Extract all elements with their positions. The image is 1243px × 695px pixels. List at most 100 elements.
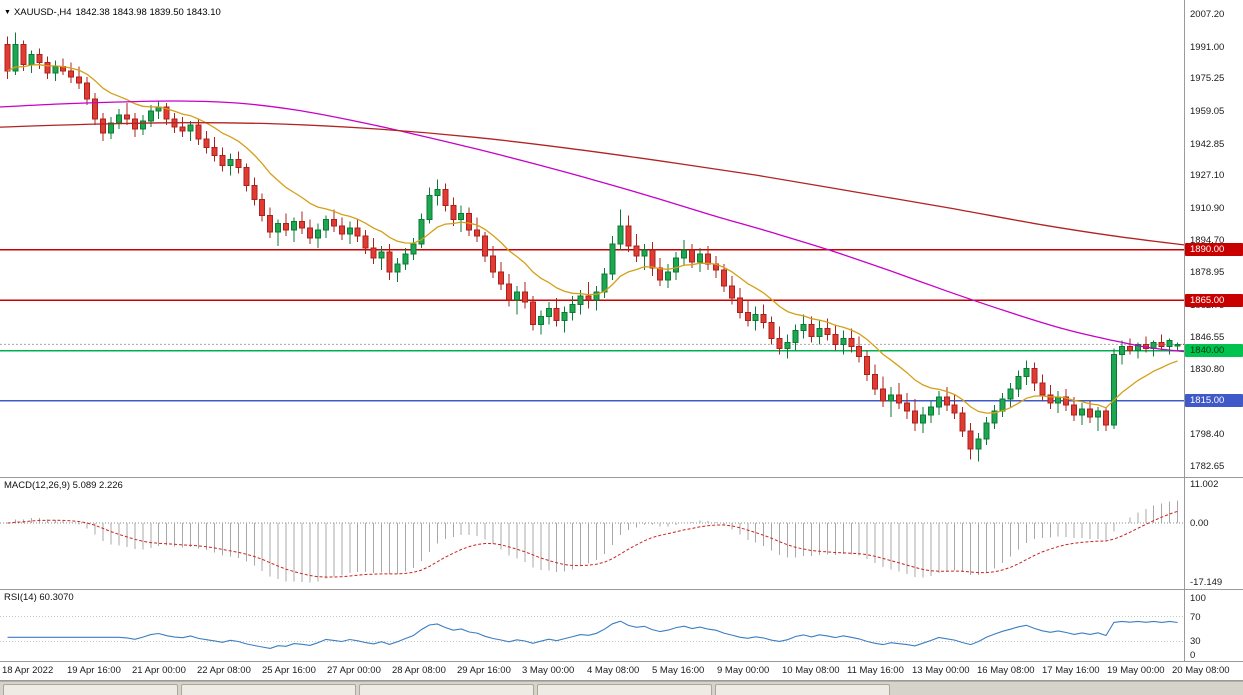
price-axis-separator — [1184, 0, 1185, 662]
macd-indicator-panel: MACD(12,26,9) 5.089 2.226 11.002 0.00 -17.… — [0, 478, 1243, 590]
macd-values: 5.089 2.226 — [72, 480, 123, 491]
candle — [466, 213, 473, 231]
price-tick-label: 1846.55 — [1190, 332, 1225, 344]
price-tick-label: 1798.40 — [1190, 429, 1225, 441]
candle — [1118, 346, 1125, 356]
candle — [1087, 408, 1094, 418]
candle — [513, 291, 520, 301]
candle — [163, 106, 170, 120]
level-price-badge: 1815.00 — [1185, 394, 1243, 408]
ohlc-values: 1842.38 1843.98 1839.50 1843.10 — [75, 7, 221, 18]
candle — [291, 221, 298, 231]
candle — [402, 253, 409, 265]
taskbar-button[interactable] — [3, 684, 178, 695]
price-tick-label: 1830.80 — [1190, 364, 1225, 376]
macd-name: MACD(12,26,9) — [4, 480, 70, 491]
time-axis-label: 11 May 16:00 — [847, 665, 904, 676]
candle — [1095, 410, 1102, 418]
macd-canvas[interactable] — [0, 478, 1184, 589]
candle — [880, 388, 887, 402]
rsi-axis-label: 100 — [1190, 593, 1206, 604]
candle — [768, 321, 775, 339]
candle — [394, 263, 401, 273]
candle — [537, 315, 544, 325]
taskbar — [0, 681, 1243, 695]
candle — [410, 243, 417, 255]
time-axis-label: 25 Apr 16:00 — [262, 665, 316, 676]
candle — [999, 398, 1006, 412]
rsi-line — [7, 620, 1178, 649]
candle — [665, 271, 672, 281]
time-axis-label: 18 Apr 2022 — [2, 665, 54, 676]
candle — [386, 251, 393, 273]
rsi-name: RSI(14) — [4, 592, 37, 603]
taskbar-button[interactable] — [537, 684, 712, 695]
time-axis-label: 5 May 16:00 — [652, 665, 705, 676]
candle — [434, 189, 441, 197]
candle — [1126, 346, 1133, 352]
taskbar-button[interactable] — [181, 684, 356, 695]
taskbar-button[interactable] — [715, 684, 890, 695]
time-axis-label: 20 May 08:00 — [1172, 665, 1230, 676]
price-tick-label: 1927.10 — [1190, 170, 1225, 182]
candle — [959, 412, 966, 432]
candles-layer — [4, 32, 1181, 462]
taskbar-button[interactable] — [359, 684, 534, 695]
time-axis-label: 19 May 00:00 — [1107, 665, 1165, 676]
candle — [44, 62, 51, 74]
time-axis-label: 9 May 00:00 — [717, 665, 770, 676]
candle — [816, 327, 823, 337]
candle — [736, 297, 743, 313]
candle — [1007, 388, 1014, 400]
candle — [12, 44, 19, 72]
candle — [545, 307, 552, 317]
candle — [76, 76, 83, 84]
candle — [92, 98, 99, 120]
candle — [115, 114, 122, 124]
candle — [593, 291, 600, 301]
candle — [888, 394, 895, 402]
chart-dropdown-icon[interactable]: ▼ — [4, 9, 11, 16]
macd-axis-label: 11.002 — [1190, 479, 1219, 490]
candle — [243, 166, 250, 187]
time-axis-label: 16 May 08:00 — [977, 665, 1035, 676]
price-chart-canvas[interactable] — [0, 0, 1184, 477]
time-axis-label: 3 May 00:00 — [522, 665, 575, 676]
candle — [967, 430, 974, 450]
candle — [585, 295, 592, 301]
candle — [744, 311, 751, 321]
rsi-axis-label: 30 — [1190, 636, 1201, 648]
candle — [784, 342, 791, 350]
last-price-arrow — [1182, 343, 1184, 346]
level-price-badge: 1865.00 — [1185, 293, 1243, 307]
candle — [322, 219, 329, 231]
price-tick-label: 1878.95 — [1190, 267, 1225, 279]
candle — [673, 257, 680, 273]
candle — [370, 247, 377, 259]
candle — [4, 44, 11, 72]
price-chart-panel: ▼ XAUUSD-,H4 1842.38 1843.98 1839.50 1843.… — [0, 0, 1243, 478]
candle — [219, 154, 226, 166]
level-price-badge: 1840.00 — [1185, 344, 1243, 358]
candle — [919, 414, 926, 424]
candle — [482, 235, 489, 257]
candle — [864, 356, 871, 376]
symbol-ohlc-label: ▼ XAUUSD-,H4 1842.38 1843.98 1839.50 1843.… — [4, 7, 225, 18]
candle — [872, 374, 879, 390]
rsi-canvas[interactable] — [0, 590, 1184, 661]
candle — [299, 221, 306, 229]
candle — [1031, 368, 1038, 384]
level-price-badge: 1890.00 — [1185, 243, 1243, 257]
candle — [975, 438, 982, 450]
candle — [275, 223, 282, 233]
time-axis[interactable]: 18 Apr 2022 19 Apr 16:00 21 Apr 00:00 22 Ap… — [0, 662, 1243, 681]
candle — [991, 410, 998, 424]
candle — [505, 283, 512, 301]
price-tick-label: 1910.90 — [1190, 202, 1225, 214]
candle — [903, 402, 910, 412]
candle — [450, 205, 457, 221]
candle — [330, 219, 337, 227]
symbol-timeframe: XAUUSD-,H4 — [13, 7, 72, 18]
candle — [426, 195, 433, 221]
